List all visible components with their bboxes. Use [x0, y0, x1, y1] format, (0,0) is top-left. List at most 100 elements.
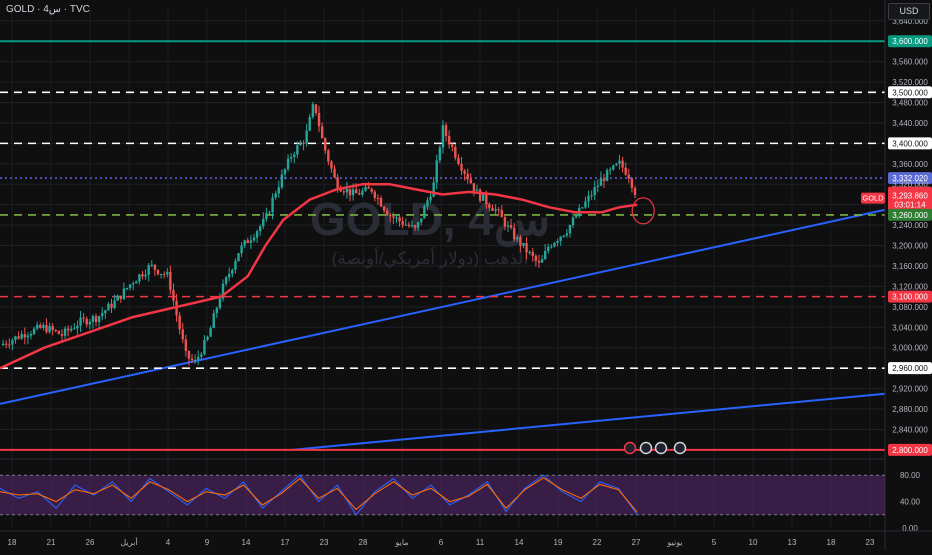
- time-tick-label: 4: [166, 538, 171, 547]
- price-axis-box[interactable]: [888, 137, 932, 150]
- symbol-tag-label: GOLD: [862, 194, 884, 203]
- candle-body: [159, 273, 163, 275]
- moving-average-line[interactable]: [0, 182, 638, 370]
- candle-body: [97, 316, 101, 322]
- time-tick-label: 23: [866, 538, 875, 547]
- candle-body: [416, 222, 420, 228]
- candle-body: [212, 313, 215, 329]
- candle-body: [503, 217, 507, 227]
- candle-body: [351, 189, 355, 196]
- candle-body: [540, 259, 544, 263]
- candle-body: [512, 227, 516, 240]
- candle-body: [305, 130, 308, 144]
- candle-body: [621, 160, 624, 168]
- candle-body: [11, 340, 14, 345]
- candle-body: [17, 336, 20, 339]
- candle-body: [54, 329, 57, 331]
- candle-body: [478, 189, 482, 201]
- price-tick-label: 3,080.000: [892, 303, 928, 312]
- price-axis-box[interactable]: [888, 290, 932, 303]
- candle-body: [605, 170, 609, 181]
- candle-body: [20, 334, 23, 339]
- price-tick-label: 3,000.000: [892, 344, 928, 353]
- candle-body: [410, 225, 414, 227]
- candle-body: [627, 174, 630, 179]
- candle-body: [70, 328, 73, 331]
- candle-body: [156, 269, 160, 275]
- candle-body: [63, 328, 67, 336]
- flag-event-icon[interactable]: [639, 441, 653, 455]
- current-price-box[interactable]: [888, 186, 932, 211]
- price-axis-box[interactable]: [888, 35, 932, 48]
- candle-body: [528, 251, 531, 253]
- flag-event-icon[interactable]: [654, 441, 668, 455]
- candle-body: [447, 135, 451, 145]
- trendline-1[interactable]: [0, 208, 886, 405]
- candle-body: [596, 185, 600, 188]
- candle-body: [138, 274, 141, 282]
- price-tick-label: 3,400.000: [892, 139, 928, 148]
- candle-body: [187, 350, 191, 359]
- candle-body: [426, 200, 429, 207]
- candle-body: [516, 237, 519, 240]
- candle-body: [432, 182, 435, 197]
- candle-body: [131, 283, 135, 285]
- candle-body: [395, 217, 398, 219]
- price-tick-label: 3,560.000: [892, 58, 928, 67]
- candle-body: [435, 160, 438, 183]
- time-tick-label: 28: [359, 538, 368, 547]
- symbol-tag[interactable]: [861, 192, 885, 204]
- candle-body: [327, 150, 330, 162]
- candle-body: [1, 343, 5, 346]
- current-price-label: 3,293.860: [892, 192, 928, 201]
- price-axis-box[interactable]: [888, 208, 932, 221]
- time-tick-label: يونيو: [666, 538, 682, 547]
- price-tick-label: 3,160.000: [892, 262, 928, 271]
- price-tick-label: 2,880.000: [892, 405, 928, 414]
- candle-body: [122, 288, 126, 299]
- candle-body: [556, 240, 559, 243]
- candle-body: [57, 330, 61, 335]
- flash-event-icon[interactable]: [623, 441, 637, 455]
- price-axis-box[interactable]: [888, 362, 932, 375]
- candle-body: [500, 210, 503, 218]
- price-tick-label: 3,260.000: [892, 211, 928, 220]
- candle-body: [451, 144, 454, 147]
- price-tick-label: 3,440.000: [892, 119, 928, 128]
- candle-body: [531, 251, 534, 256]
- candle-body: [317, 113, 321, 127]
- candle-body: [472, 183, 476, 191]
- highlight-circle[interactable]: [631, 197, 655, 225]
- rsi-tick-label: 0.00: [902, 524, 918, 533]
- time-tick-label: 23: [320, 538, 329, 547]
- currency-button[interactable]: USD: [888, 3, 930, 20]
- rsi-line[interactable]: [0, 474, 638, 516]
- price-axis-box[interactable]: [888, 172, 932, 185]
- candle-body: [537, 260, 541, 263]
- flag-event-icon[interactable]: [673, 441, 687, 455]
- candle-body: [392, 216, 395, 218]
- candle-body: [429, 196, 432, 201]
- candle-body: [407, 224, 411, 227]
- candle-body: [413, 225, 417, 228]
- candle-body: [475, 189, 479, 191]
- candle-body: [107, 303, 110, 311]
- time-tick-label: 21: [47, 538, 56, 547]
- time-tick-label: 22: [593, 538, 602, 547]
- time-tick-label: 26: [86, 538, 95, 547]
- rsi-signal-line[interactable]: [0, 477, 638, 513]
- candle-body: [339, 189, 342, 192]
- candle-body: [228, 273, 231, 278]
- time-tick-label: 19: [554, 538, 563, 547]
- candle-body: [438, 147, 442, 161]
- symbol-title: GOLD · 4س · TVC: [6, 4, 90, 15]
- time-tick-label: 10: [749, 538, 758, 547]
- price-tick-label: 3,100.000: [892, 293, 928, 302]
- price-axis-box[interactable]: [888, 443, 932, 456]
- price-axis-box[interactable]: [888, 86, 932, 99]
- candle-body: [389, 215, 392, 217]
- candle-body: [286, 158, 290, 170]
- time-tick-label: 17: [281, 538, 290, 547]
- trendline-2[interactable]: [291, 392, 886, 451]
